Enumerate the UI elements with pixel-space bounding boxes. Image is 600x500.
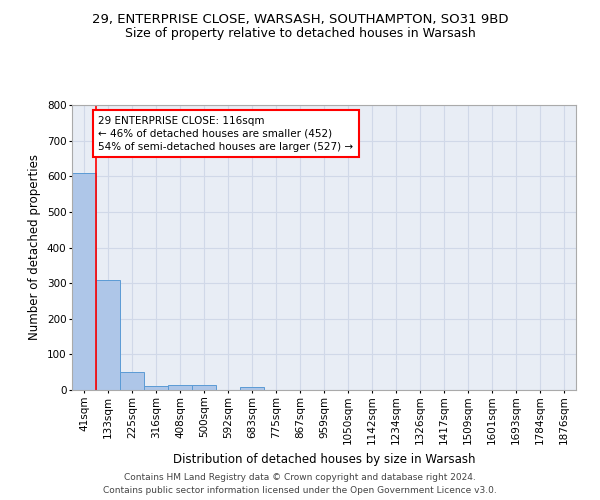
Text: 29, ENTERPRISE CLOSE, WARSASH, SOUTHAMPTON, SO31 9BD: 29, ENTERPRISE CLOSE, WARSASH, SOUTHAMPT… [92,12,508,26]
Bar [96,280,120,390]
X-axis label: Distribution of detached houses by size in Warsash: Distribution of detached houses by size … [173,452,475,466]
Bar [168,386,192,390]
Bar [192,386,216,390]
Bar [240,387,264,390]
Text: 29 ENTERPRISE CLOSE: 116sqm
← 46% of detached houses are smaller (452)
54% of se: 29 ENTERPRISE CLOSE: 116sqm ← 46% of det… [98,116,353,152]
Bar [144,386,168,390]
Text: Size of property relative to detached houses in Warsash: Size of property relative to detached ho… [125,28,475,40]
Text: Contains HM Land Registry data © Crown copyright and database right 2024.
Contai: Contains HM Land Registry data © Crown c… [103,474,497,495]
Y-axis label: Number of detached properties: Number of detached properties [28,154,41,340]
Bar [120,372,144,390]
Bar [72,174,96,390]
